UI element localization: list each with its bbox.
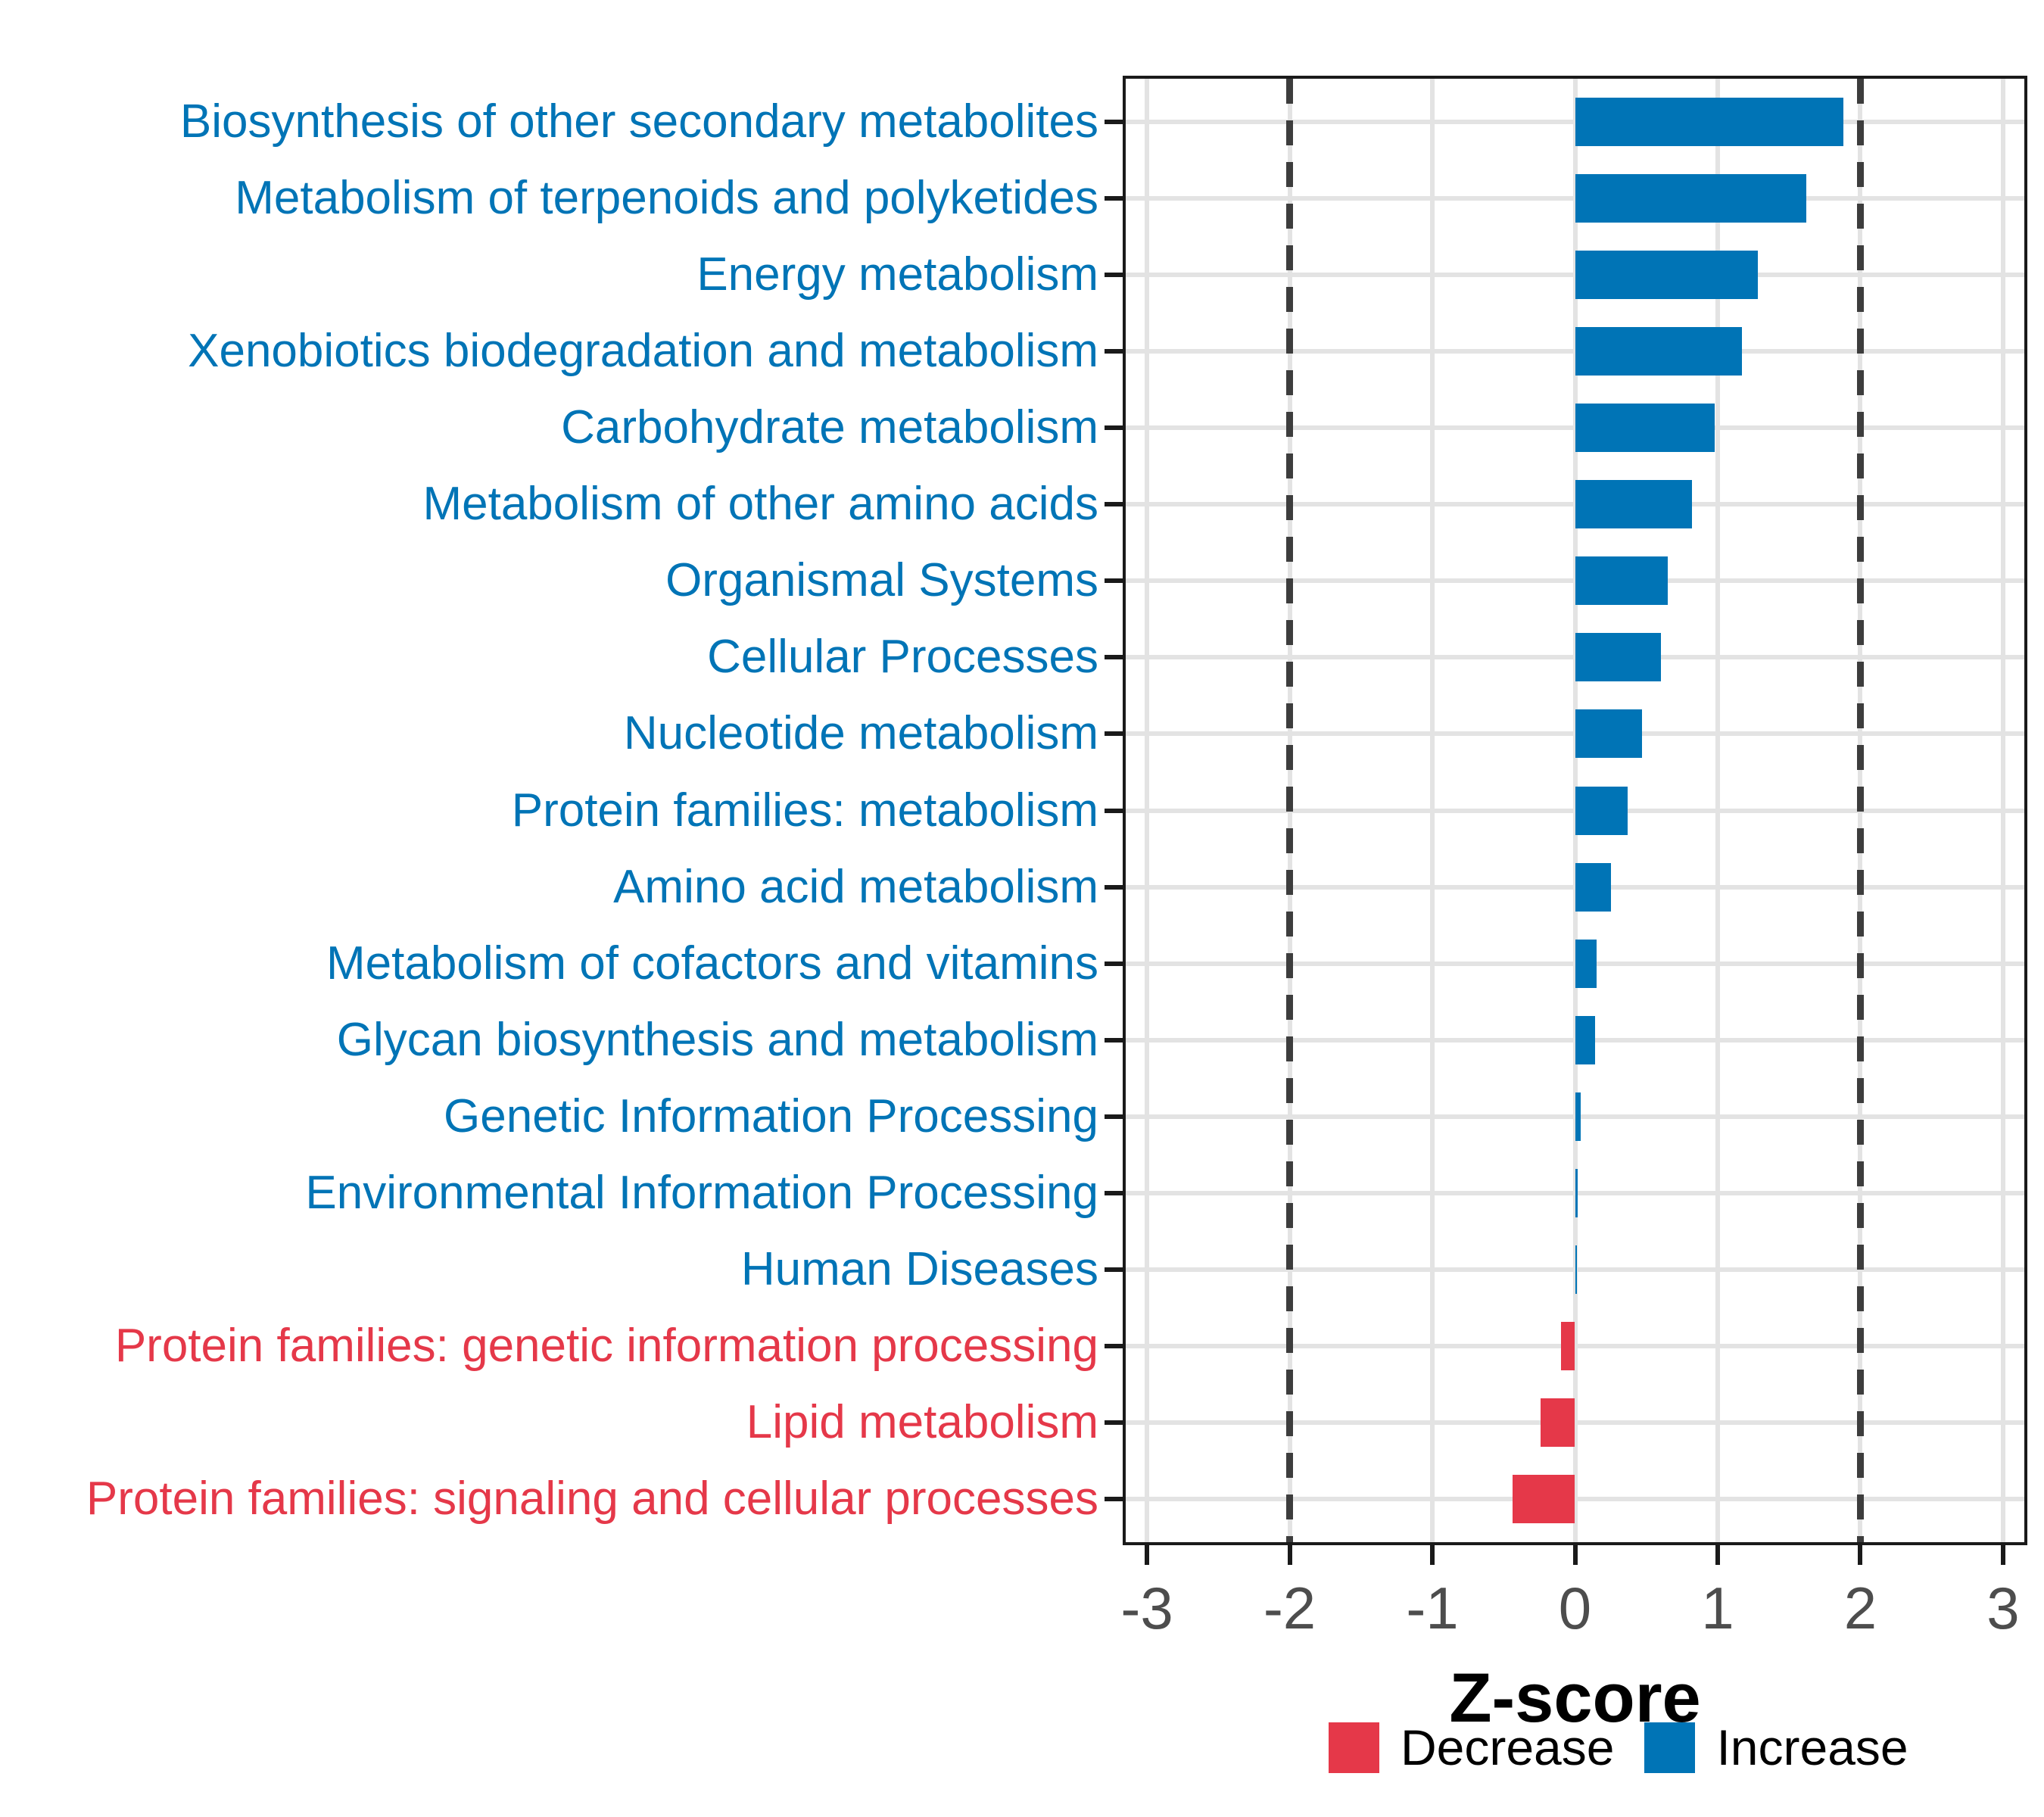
legend: Decrease Increase [1329, 1719, 1908, 1776]
x-tick-label: 1 [1701, 1575, 1734, 1641]
y-tick-mark [1105, 884, 1123, 890]
x-tick-label: 0 [1558, 1575, 1592, 1641]
x-tick-label: -1 [1406, 1575, 1459, 1641]
reference-line [1286, 79, 1294, 1542]
bar-decrease [1512, 1475, 1575, 1524]
category-label: Xenobiotics biodegradation and metabolis… [188, 324, 1098, 377]
bar-increase [1575, 556, 1669, 606]
category-label: Organismal Systems [665, 554, 1098, 607]
bar-increase [1575, 709, 1643, 759]
x-tick-mark [1145, 1545, 1150, 1565]
bar-increase [1575, 480, 1693, 529]
y-tick-mark [1105, 1497, 1123, 1502]
x-gridline [1145, 79, 1150, 1542]
category-label: Protein families: genetic information pr… [114, 1320, 1098, 1373]
y-tick-mark [1105, 1420, 1123, 1426]
y-tick-mark [1105, 195, 1123, 201]
category-label: Metabolism of terpenoids and polyketides [235, 171, 1098, 224]
y-tick-mark [1105, 1267, 1123, 1273]
reference-line [1856, 79, 1864, 1542]
bar-decrease [1560, 1322, 1575, 1371]
category-label: Amino acid metabolism [613, 860, 1098, 913]
y-tick-mark [1105, 425, 1123, 431]
x-tick-mark [1430, 1545, 1435, 1565]
y-tick-mark [1105, 1037, 1123, 1043]
bar-decrease [1541, 1398, 1575, 1448]
bar-increase [1575, 1245, 1578, 1295]
category-label: Environmental Information Processing [305, 1166, 1098, 1219]
y-tick-mark [1105, 1114, 1123, 1119]
legend-swatch-decrease [1329, 1722, 1379, 1773]
bar-increase [1575, 939, 1597, 988]
legend-label-increase: Increase [1716, 1719, 1908, 1775]
category-label: Cellular Processes [707, 631, 1098, 684]
x-tick-mark [1287, 1545, 1292, 1565]
bar-increase [1575, 326, 1743, 376]
legend-label-decrease: Decrease [1401, 1719, 1615, 1775]
y-tick-mark [1105, 961, 1123, 966]
y-tick-mark [1105, 731, 1123, 737]
legend-item-increase: Increase [1644, 1719, 1908, 1776]
x-tick-mark [2000, 1545, 2005, 1565]
y-tick-mark [1105, 119, 1123, 124]
category-label: Energy metabolism [696, 248, 1098, 301]
bar-increase [1575, 786, 1628, 835]
category-label: Protein families: signaling and cellular… [86, 1473, 1098, 1526]
y-tick-mark [1105, 1190, 1123, 1195]
bar-increase [1575, 404, 1715, 453]
category-label: Lipid metabolism [746, 1396, 1098, 1449]
bar-increase [1575, 173, 1806, 223]
x-tick-label: -2 [1263, 1575, 1316, 1641]
category-label: Metabolism of cofactors and vitamins [326, 937, 1098, 990]
x-tick-label: 2 [1843, 1575, 1877, 1641]
x-gridline [1430, 79, 1435, 1542]
y-tick-mark [1105, 808, 1123, 813]
legend-swatch-increase [1644, 1722, 1696, 1773]
category-label: Human Diseases [740, 1243, 1098, 1296]
y-tick-mark [1105, 348, 1123, 354]
category-label: Genetic Information Processing [444, 1089, 1098, 1142]
bar-increase [1575, 1015, 1595, 1064]
x-tick-mark [1572, 1545, 1578, 1565]
bar-increase [1575, 862, 1611, 912]
x-tick-label: 3 [1986, 1575, 2020, 1641]
category-label: Metabolism of other amino acids [422, 478, 1098, 531]
category-label: Nucleotide metabolism [623, 707, 1098, 760]
category-label: Glycan biosynthesis and metabolism [336, 1013, 1098, 1066]
y-tick-mark [1105, 655, 1123, 660]
bar-increase [1575, 97, 1843, 146]
x-tick-label: -3 [1120, 1575, 1173, 1641]
bar-increase [1575, 1168, 1578, 1217]
y-tick-mark [1105, 578, 1123, 584]
x-tick-mark [1858, 1545, 1863, 1565]
category-label: Carbohydrate metabolism [561, 401, 1098, 454]
bar-increase [1575, 1092, 1581, 1141]
x-tick-mark [1715, 1545, 1720, 1565]
y-tick-mark [1105, 1344, 1123, 1349]
x-gridline [2000, 79, 2005, 1542]
x-gridline [1715, 79, 1720, 1542]
category-label: Protein families: metabolism [511, 784, 1098, 837]
bar-increase [1575, 633, 1661, 682]
y-tick-mark [1105, 272, 1123, 277]
bar-increase [1575, 250, 1758, 299]
legend-item-decrease: Decrease [1329, 1719, 1614, 1776]
y-tick-mark [1105, 502, 1123, 507]
category-label: Biosynthesis of other secondary metaboli… [179, 95, 1098, 148]
